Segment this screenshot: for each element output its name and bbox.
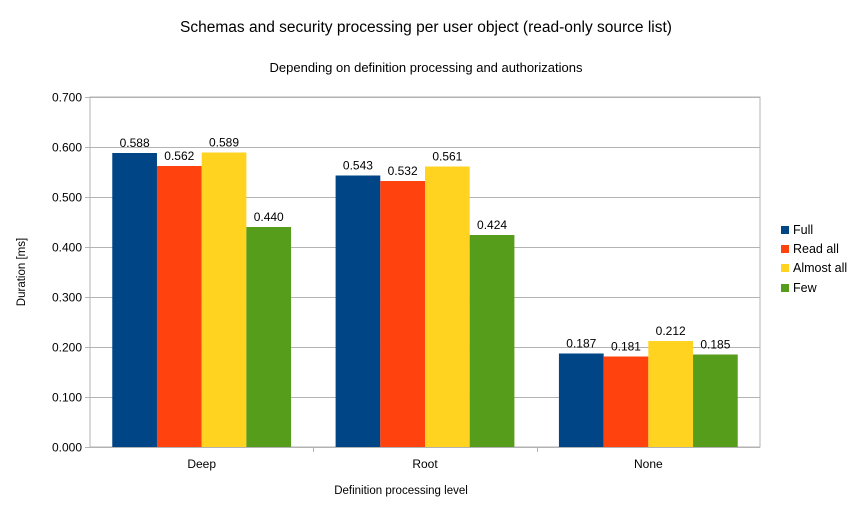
y-tick-label: 0.700 bbox=[52, 91, 82, 105]
x-axis-label-wrap: Definition processing level bbox=[0, 485, 852, 497]
bar bbox=[112, 153, 157, 447]
bar bbox=[648, 341, 694, 447]
bar bbox=[425, 166, 470, 447]
y-tick-label: 0.000 bbox=[52, 441, 82, 455]
y-tick-label: 0.100 bbox=[52, 391, 82, 405]
y-tick-label: 0.200 bbox=[52, 341, 82, 355]
data-label: 0.588 bbox=[120, 136, 150, 150]
legend: Full Read all Almost all Few bbox=[781, 220, 847, 297]
bar bbox=[469, 235, 515, 447]
legend-item: Full bbox=[781, 220, 847, 239]
bar bbox=[201, 152, 247, 447]
data-label: 0.424 bbox=[477, 218, 507, 232]
data-label: 0.561 bbox=[432, 150, 462, 164]
bar bbox=[558, 353, 604, 447]
bar bbox=[380, 181, 425, 447]
x-axis-label: Definition processing level bbox=[334, 485, 468, 497]
bar bbox=[246, 227, 292, 447]
legend-label: Almost all bbox=[793, 261, 848, 276]
data-label: 0.185 bbox=[700, 338, 730, 352]
data-label: 0.440 bbox=[254, 210, 284, 224]
legend-item: Almost all bbox=[781, 259, 847, 278]
data-label: 0.589 bbox=[209, 136, 239, 150]
data-label: 0.532 bbox=[388, 164, 418, 178]
chart-subtitle: Depending on definition processing and a… bbox=[269, 60, 583, 75]
y-axis-label: Duration [ms] bbox=[16, 237, 28, 307]
bar bbox=[156, 166, 202, 447]
data-label: 0.212 bbox=[656, 324, 686, 338]
legend-label: Few bbox=[793, 280, 817, 295]
legend-swatch bbox=[781, 264, 789, 273]
legend-swatch bbox=[781, 225, 789, 234]
legend-label: Full bbox=[793, 222, 814, 237]
bar bbox=[693, 354, 738, 447]
y-tick-label: 0.300 bbox=[52, 291, 82, 305]
legend-label: Read all bbox=[793, 241, 839, 256]
data-label: 0.543 bbox=[343, 159, 373, 173]
y-tick-label: 0.400 bbox=[52, 241, 82, 255]
data-label: 0.562 bbox=[164, 149, 194, 163]
bar bbox=[335, 175, 381, 447]
chart-title: Schemas and security processing per user… bbox=[180, 19, 672, 36]
x-tick-label: None bbox=[634, 457, 663, 471]
data-label: 0.181 bbox=[611, 340, 641, 354]
x-tick-label: Root bbox=[412, 457, 438, 471]
y-tick-label: 0.500 bbox=[52, 191, 82, 205]
y-tick-label: 0.600 bbox=[52, 141, 82, 155]
legend-item: Few bbox=[781, 278, 847, 297]
legend-item: Read all bbox=[781, 239, 847, 258]
legend-swatch bbox=[781, 283, 789, 292]
bar bbox=[603, 356, 649, 447]
legend-swatch bbox=[781, 244, 789, 253]
x-tick-label: Deep bbox=[187, 457, 216, 471]
data-label: 0.187 bbox=[566, 337, 596, 351]
